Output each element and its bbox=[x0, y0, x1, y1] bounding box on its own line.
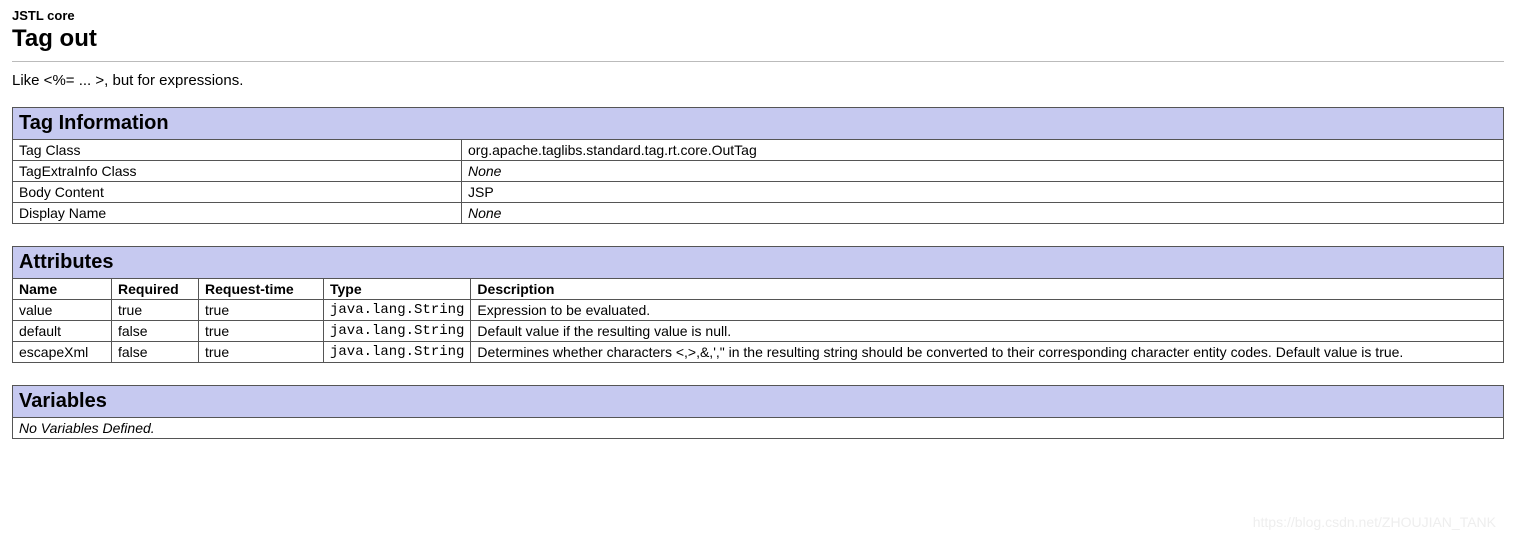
table-header-row: Name Required Request-time Type Descript… bbox=[13, 279, 1504, 300]
attr-request-time: true bbox=[199, 300, 324, 321]
table-row: TagExtraInfo Class None bbox=[13, 161, 1504, 182]
breadcrumb: JSTL core bbox=[12, 8, 1504, 23]
col-type: Type bbox=[324, 279, 471, 300]
tag-info-value: org.apache.taglibs.standard.tag.rt.core.… bbox=[462, 140, 1504, 161]
attr-name: default bbox=[13, 321, 112, 342]
col-required: Required bbox=[112, 279, 199, 300]
tag-info-label: Display Name bbox=[13, 203, 462, 224]
attr-type: java.lang.String bbox=[324, 342, 471, 363]
tag-info-label: TagExtraInfo Class bbox=[13, 161, 462, 182]
attr-required: false bbox=[112, 321, 199, 342]
tag-info-label: Body Content bbox=[13, 182, 462, 203]
attr-type: java.lang.String bbox=[324, 321, 471, 342]
attr-request-time: true bbox=[199, 321, 324, 342]
table-row: No Variables Defined. bbox=[13, 418, 1504, 439]
attr-required: true bbox=[112, 300, 199, 321]
tag-info-label: Tag Class bbox=[13, 140, 462, 161]
attr-description: Default value if the resulting value is … bbox=[471, 321, 1504, 342]
col-request-time: Request-time bbox=[199, 279, 324, 300]
watermark: https://blog.csdn.net/ZHOUJIAN_TANK bbox=[1253, 514, 1496, 530]
table-row: Tag Class org.apache.taglibs.standard.ta… bbox=[13, 140, 1504, 161]
attr-description: Expression to be evaluated. bbox=[471, 300, 1504, 321]
table-row: value true true java.lang.String Express… bbox=[13, 300, 1504, 321]
tag-info-value: JSP bbox=[462, 182, 1504, 203]
table-row: Body Content JSP bbox=[13, 182, 1504, 203]
tag-info-value: None bbox=[462, 203, 1504, 224]
separator bbox=[12, 61, 1504, 62]
attr-required: false bbox=[112, 342, 199, 363]
attributes-table: Attributes Name Required Request-time Ty… bbox=[12, 246, 1504, 363]
page-description: Like <%= ... >, but for expressions. bbox=[12, 72, 1504, 89]
attr-request-time: true bbox=[199, 342, 324, 363]
variables-header: Variables bbox=[13, 386, 1504, 418]
col-description: Description bbox=[471, 279, 1504, 300]
page-title: Tag out bbox=[12, 25, 1504, 53]
attributes-header: Attributes bbox=[13, 247, 1504, 279]
attr-name: value bbox=[13, 300, 112, 321]
tag-info-header: Tag Information bbox=[13, 108, 1504, 140]
tag-info-value: None bbox=[462, 161, 1504, 182]
attr-description: Determines whether characters <,>,&,'," … bbox=[471, 342, 1504, 363]
table-row: escapeXml false true java.lang.String De… bbox=[13, 342, 1504, 363]
tag-info-table: Tag Information Tag Class org.apache.tag… bbox=[12, 107, 1504, 224]
variables-table: Variables No Variables Defined. bbox=[12, 385, 1504, 439]
table-row: default false true java.lang.String Defa… bbox=[13, 321, 1504, 342]
variables-empty: No Variables Defined. bbox=[13, 418, 1504, 439]
table-row: Display Name None bbox=[13, 203, 1504, 224]
col-name: Name bbox=[13, 279, 112, 300]
attr-type: java.lang.String bbox=[324, 300, 471, 321]
attr-name: escapeXml bbox=[13, 342, 112, 363]
